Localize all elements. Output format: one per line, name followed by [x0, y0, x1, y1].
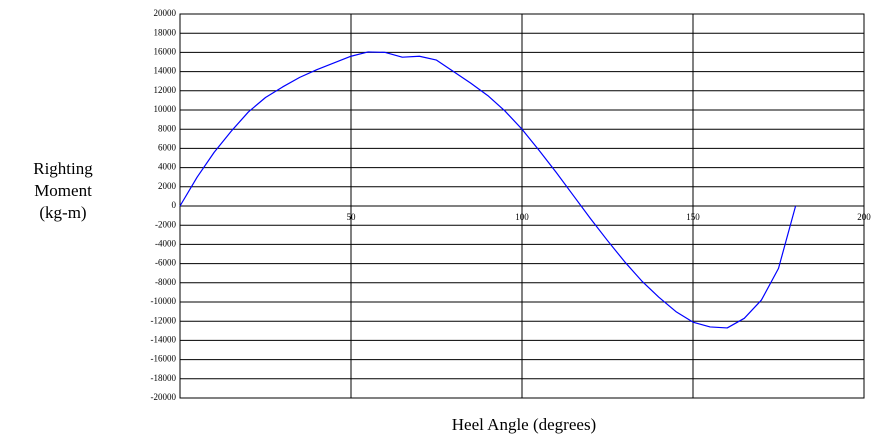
y-tick-label: 0	[172, 200, 177, 210]
y-tick-label: -2000	[155, 219, 176, 229]
y-tick-label: 18000	[154, 27, 177, 37]
y-tick-label: 2000	[158, 181, 177, 191]
line-series	[179, 51, 797, 329]
y-tick-label: 4000	[158, 162, 177, 172]
y-tick-label: 14000	[154, 66, 177, 76]
y-tick-label: 8000	[158, 123, 177, 133]
y-tick-label: -14000	[151, 334, 177, 344]
y-tick-label: -8000	[155, 277, 176, 287]
y-axis-label: (kg-m)	[39, 203, 86, 222]
y-axis-label: Righting	[33, 159, 93, 178]
x-tick-label: 150	[686, 212, 700, 222]
y-tick-label: -6000	[155, 258, 176, 268]
y-tick-label: -10000	[151, 296, 177, 306]
y-tick-label: -20000	[151, 392, 177, 402]
y-tick-label: -18000	[151, 373, 177, 383]
y-tick-label: 16000	[154, 46, 177, 56]
y-axis-label: Moment	[34, 181, 92, 200]
y-tick-label: -4000	[155, 238, 176, 248]
x-tick-label: 100	[515, 212, 529, 222]
y-tick-label: 20000	[154, 8, 177, 18]
y-tick-label: 6000	[158, 142, 177, 152]
y-tick-label: -12000	[151, 315, 177, 325]
y-tick-label: -16000	[151, 354, 177, 364]
y-tick-label: 12000	[154, 85, 177, 95]
y-tick-label: 10000	[154, 104, 177, 114]
x-axis-label: Heel Angle (degrees)	[452, 415, 596, 434]
x-tick-label: 50	[347, 212, 357, 222]
